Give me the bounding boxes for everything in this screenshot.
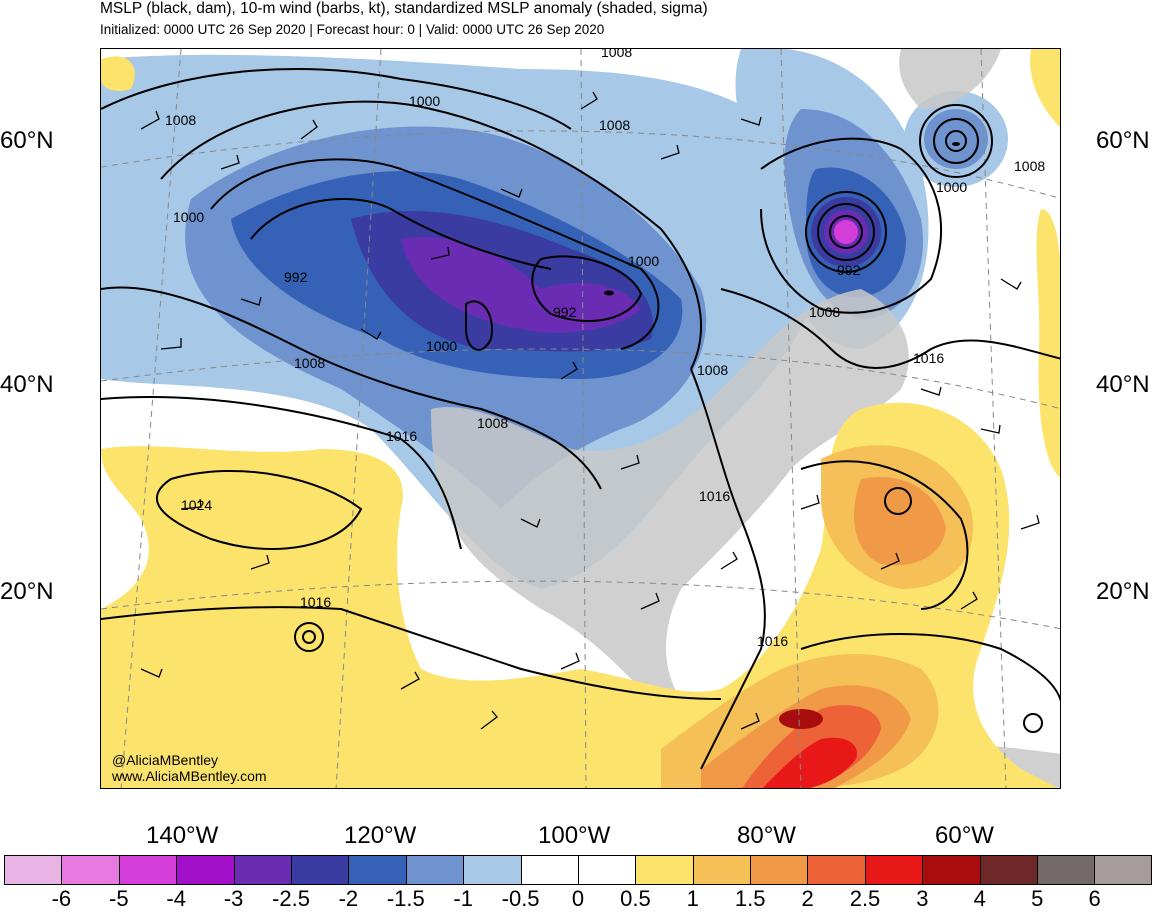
colorbar-tick-label: -2 [338, 886, 359, 911]
isobar-label: 1016 [300, 594, 331, 610]
colorbar-segment [4, 855, 62, 885]
colorbar-segment [520, 855, 578, 885]
map-graphic: 1000 1008 1008 1000 992 1000 992 1000 10… [101, 49, 1060, 788]
isobar-label: 1024 [181, 497, 212, 513]
colorbar-segment [176, 855, 234, 885]
isobar-label: 1000 [426, 338, 457, 354]
lat-label-60n-left: 60°N [0, 127, 54, 154]
isobar-label: 1008 [477, 415, 508, 431]
colorbar-tick-label: 2.5 [849, 886, 881, 911]
lat-label-60n-right: 60°N [1096, 127, 1150, 154]
credit-website: www.AliciaMBentley.com [112, 768, 267, 784]
chart-title: MSLP (black, dam), 10-m wind (barbs, kt)… [100, 0, 708, 17]
lon-label-140w: 140°W [146, 822, 219, 849]
isobar-label: 1000 [628, 253, 659, 269]
colorbar-tick-label: -6 [51, 886, 72, 911]
colorbar [4, 855, 1152, 885]
isobar-label: 1008 [165, 112, 196, 128]
isobar-label: 992 [553, 304, 577, 320]
lat-label-20n-left: 20°N [0, 578, 54, 605]
isobar-label: 1008 [294, 355, 325, 371]
colorbar-tick-label: 4 [973, 886, 986, 911]
colorbar-tick-label: -0.5 [501, 886, 540, 911]
colorbar-tick-label: 1.5 [734, 886, 766, 911]
colorbar-segment [463, 855, 521, 885]
isobar-label: 1008 [809, 304, 840, 320]
colorbar-tick-label: 3 [916, 886, 929, 911]
lat-label-40n-left: 40°N [0, 371, 54, 398]
isobar-label: 1016 [757, 633, 788, 649]
isobar-label: 1000 [173, 209, 204, 225]
colorbar-segment [405, 855, 464, 885]
lon-label-80w: 80°W [737, 822, 796, 849]
lat-label-20n-right: 20°N [1096, 578, 1150, 605]
colorbar-segment [864, 855, 923, 885]
chart-subtitle: Initialized: 0000 UTC 26 Sep 2020 | Fore… [100, 22, 605, 37]
colorbar-segment [233, 855, 291, 885]
colorbar-tick-label: 5 [1031, 886, 1044, 911]
colorbar-tick-label: 1 [686, 886, 699, 911]
colorbar-ticks: -6 -5 -4 -3 -2.5 -2 -1.5 -1 -0.5 0 0.5 1 1.5 2 2.5 3 4 5 6 [0, 886, 1161, 912]
colorbar-segment [118, 855, 177, 885]
colorbar-tick-label: -4 [166, 886, 186, 911]
colorbar-segment [922, 855, 980, 885]
lon-label-100w: 100°W [538, 822, 611, 849]
credit-handle: @AliciaMBentley [112, 752, 219, 768]
colorbar-tick-label: -5 [109, 886, 129, 911]
colorbar-tick-label: -3 [223, 886, 244, 911]
colorbar-segment [290, 855, 349, 885]
lon-label-60w: 60°W [935, 822, 994, 849]
colorbar-segment [61, 855, 119, 885]
isobar-label: 1008 [601, 49, 632, 60]
isobar-label: 1016 [913, 350, 944, 366]
lon-label-120w: 120°W [344, 822, 417, 849]
isobar-label: 1016 [386, 428, 417, 444]
colorbar-segment [979, 855, 1038, 885]
colorbar-tick-label: -2.5 [272, 886, 310, 911]
colorbar-segment [348, 855, 406, 885]
isobar-label: 1000 [936, 179, 967, 195]
colorbar-tick-label: -1.5 [386, 886, 425, 911]
pressure-center-marks [604, 142, 960, 296]
colorbar-segment [1094, 855, 1152, 885]
colorbar-segment [635, 855, 693, 885]
colorbar-segment [750, 855, 808, 885]
colorbar-tick-label: 0 [571, 886, 585, 911]
isobar-label: 1016 [699, 488, 730, 504]
colorbar-segment [577, 855, 636, 885]
colorbar-tick-label: -1 [453, 886, 473, 911]
isobar-label: 992 [284, 269, 308, 285]
colorbar-segment [1037, 855, 1095, 885]
colorbar-tick-label: 0.5 [620, 886, 651, 911]
positive-anomaly-shading [101, 49, 1060, 788]
weather-map: 1000 1008 1008 1000 992 1000 992 1000 10… [100, 48, 1061, 789]
colorbar-segment [807, 855, 865, 885]
isobar-label: 1008 [1014, 158, 1045, 174]
colorbar-tick-label: 6 [1088, 886, 1101, 911]
isobar-label: 1008 [697, 362, 728, 378]
colorbar-tick-label: 2 [801, 886, 814, 911]
wind-barbs [140, 91, 1040, 730]
lat-label-40n-right: 40°N [1096, 371, 1150, 398]
isobar-label: 1000 [409, 93, 440, 109]
isobar-label-group: 1000 1008 1008 1000 992 1000 992 1000 10… [165, 49, 1045, 649]
graticule-lines [101, 49, 1060, 788]
isobar-contours [101, 68, 1060, 770]
isobar-label: 1008 [599, 117, 630, 133]
colorbar-segment [692, 855, 751, 885]
isobar-label: 992 [837, 262, 861, 278]
